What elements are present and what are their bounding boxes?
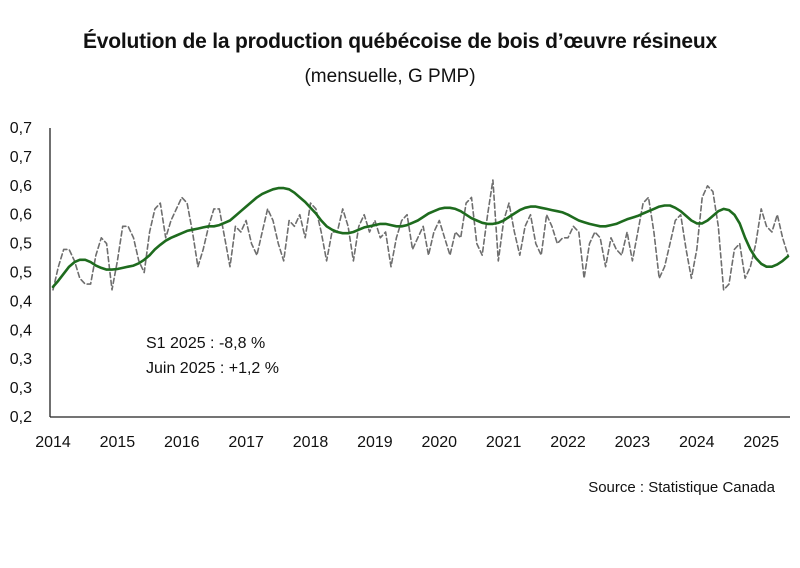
x-tick-label: 2023 bbox=[615, 434, 651, 451]
source-note: Source : Statistique Canada bbox=[588, 479, 775, 496]
x-tick-label: 2022 bbox=[550, 434, 586, 451]
y-tick-label: 0,4 bbox=[10, 322, 32, 339]
series-line-monthly bbox=[52, 179, 789, 291]
y-tick-label: 0,3 bbox=[10, 380, 32, 397]
x-tick-label: 2017 bbox=[228, 434, 264, 451]
y-tick-label: 0,5 bbox=[10, 236, 32, 253]
x-tick-label: 2016 bbox=[164, 434, 200, 451]
y-tick-label: 0,6 bbox=[10, 178, 32, 195]
y-tick-label: 0,2 bbox=[10, 409, 32, 426]
x-tick-label: 2015 bbox=[100, 434, 136, 451]
y-axis-ticks: 0,2 0,3 0,3 0,4 0,4 0,5 0,5 0,6 0,6 0,7 0,7 bbox=[10, 120, 32, 426]
y-tick-label: 0,4 bbox=[10, 293, 32, 310]
chart-subtitle: (mensuelle, G PMP) bbox=[0, 66, 800, 88]
chart-title: Évolution de la production québécoise de… bbox=[82, 30, 718, 53]
x-tick-label: 2021 bbox=[486, 434, 522, 451]
annotation-s1-2025: S1 2025 : -8,8 % bbox=[146, 335, 265, 352]
x-tick-label: 2019 bbox=[357, 434, 393, 451]
y-tick-label: 0,7 bbox=[10, 120, 32, 137]
x-tick-label: 2014 bbox=[35, 434, 71, 451]
x-axis-ticks: 2014 2015 2016 2017 2018 2019 2020 2021 2022 2023… bbox=[35, 434, 779, 451]
y-tick-label: 0,7 bbox=[10, 149, 32, 166]
y-tick-label: 0,5 bbox=[10, 265, 32, 282]
x-tick-label: 2024 bbox=[679, 434, 715, 451]
y-tick-label: 0,6 bbox=[10, 207, 32, 224]
chart-subtitle-text: (mensuelle, G PMP) bbox=[304, 66, 476, 87]
x-tick-label: 2020 bbox=[421, 434, 457, 451]
series-layer bbox=[51, 179, 790, 291]
series-line-moving-average bbox=[51, 186, 790, 289]
x-tick-label: 2018 bbox=[293, 434, 329, 451]
y-tick-label: 0,3 bbox=[10, 351, 32, 368]
annotation-juin-2025: Juin 2025 : +1,2 % bbox=[146, 360, 279, 377]
x-tick-label: 2025 bbox=[743, 434, 779, 451]
